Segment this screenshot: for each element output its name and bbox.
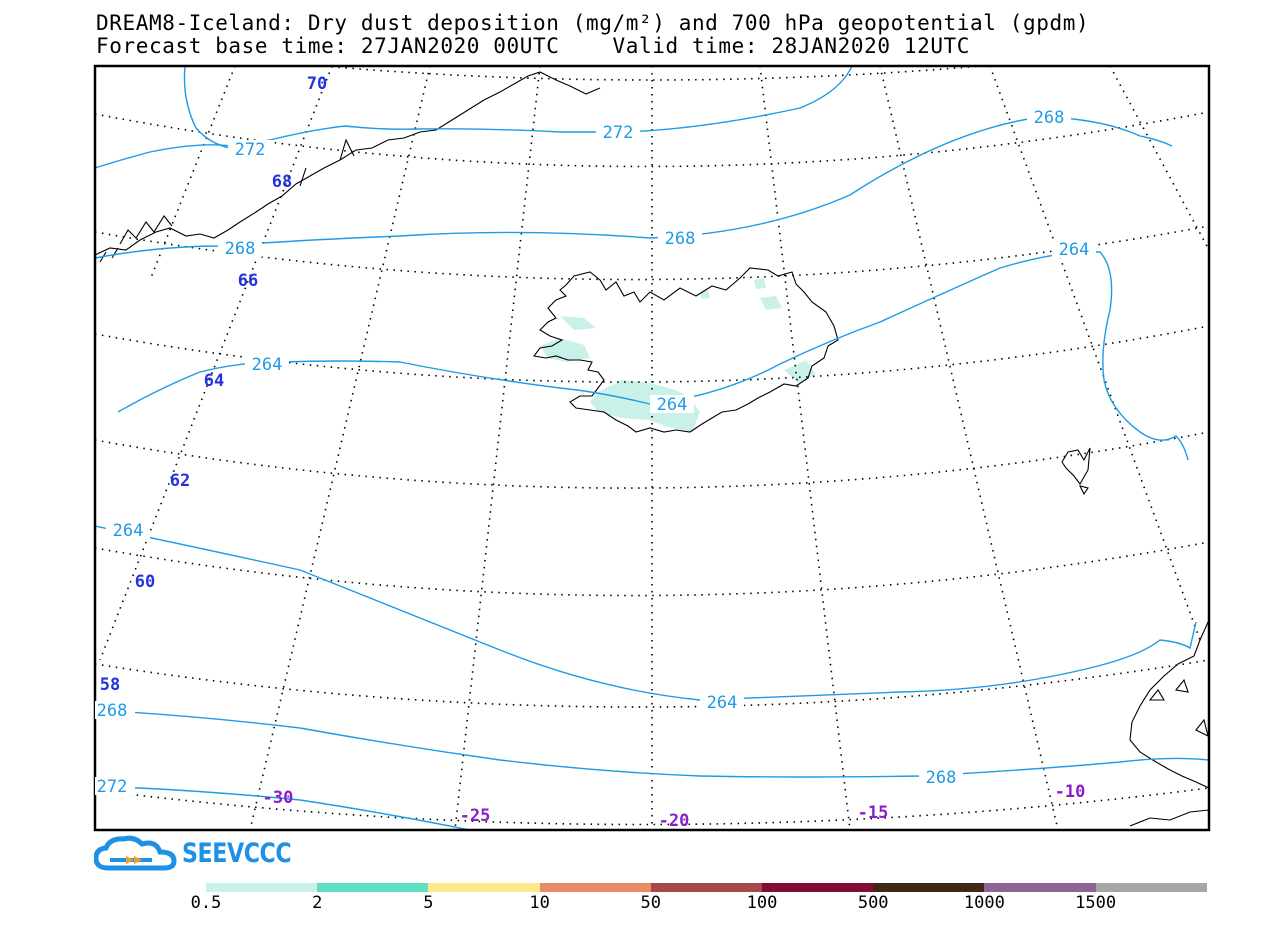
lat-label: 58 [100,675,120,695]
lon-label: -25 [460,806,491,826]
colorbar-segment [1095,883,1208,892]
lat-label: 66 [238,271,258,291]
meridian-5 [989,66,1201,641]
colorbar-segment [317,883,429,892]
lon-label: -20 [659,811,690,831]
meridian-10 [879,66,1059,830]
colorbar-segment [762,883,874,892]
dust-area-east [784,360,816,384]
dust-area-northwest [560,316,596,330]
contour-272-northwest [183,66,231,149]
contour-268-south [95,709,1209,778]
colorbar-label: 2 [312,893,323,913]
meridian-30 [99,66,333,661]
norway-coast [1129,619,1209,789]
forecast-times: Forecast base time: 27JAN2020 00UTC Vali… [96,34,971,58]
contour-label: 272 [97,777,128,797]
contour-264-south [95,525,1197,701]
lon-label: -15 [858,803,889,823]
contour-label: 268 [225,239,256,259]
colorbar-label: 5 [423,893,434,913]
colorbar-segment [650,883,763,892]
contour-label: 272 [235,140,266,160]
meridian-25 [249,66,431,830]
iceland-coast [533,267,839,433]
contour-272-north [95,66,853,169]
cloud-arrow-icon [93,835,177,871]
contour-label: 264 [707,693,738,713]
colorbar-label: 50 [640,893,662,913]
dust-area-west [540,338,590,362]
contour-label: 268 [1034,108,1065,128]
contour-label: 264 [252,355,283,375]
colorbar-segment [206,883,318,892]
dust-area-north-small [700,290,710,299]
map-frame [93,64,1211,832]
greenland-coast [95,71,601,256]
contour-272-south [95,785,471,830]
colorbar-segment [428,883,541,892]
lat-label: 68 [272,172,292,192]
chart-title: DREAM8-Iceland: Dry dust deposition (mg/… [96,11,1090,35]
contour-label: 264 [1059,240,1090,260]
lat-label: 62 [170,471,190,491]
contour-label: 268 [926,768,957,788]
seevccc-logo: SEEVCCC [93,834,314,874]
meridian-0 [1109,66,1209,251]
lat-circle-58 [95,659,1209,708]
contour-label: 268 [665,229,696,249]
lat-label: 70 [307,74,327,94]
graticule [95,66,1209,830]
logo-text: SEEVCCC [182,838,292,869]
dust-area-northeast [760,296,782,310]
faroe-islands [1061,447,1091,496]
geopotential-contours [95,66,1209,830]
meridian-20a [454,66,541,830]
norway-islands [1129,678,1209,827]
colorbar-label: 500 [857,893,889,913]
lon-label: -30 [263,788,294,808]
colorbar-label: 10 [529,893,550,913]
colorbar-label: 100 [746,893,778,913]
contour-label: 264 [657,395,688,415]
lon-label: -10 [1055,782,1086,802]
contour-label: 268 [97,701,128,721]
contour-264-central [117,251,1189,461]
colorbar-segment [539,883,652,892]
greenland-fjords [99,138,355,263]
coastlines [95,71,1209,827]
colorbar-label: 1500 [1075,893,1117,913]
colorbar-label: 0.5 [190,893,222,913]
contour-label: 272 [603,123,634,143]
dust-area-south [590,380,700,432]
contour-label: 264 [113,521,144,541]
dust-area-north [754,278,766,289]
colorbar-segment [873,883,985,892]
lat-label: 60 [135,572,155,592]
lat-label: 64 [204,371,224,391]
meridian-15 [759,66,851,830]
colorbar-segment [984,883,1097,892]
colorbar-label: 1000 [963,893,1005,913]
